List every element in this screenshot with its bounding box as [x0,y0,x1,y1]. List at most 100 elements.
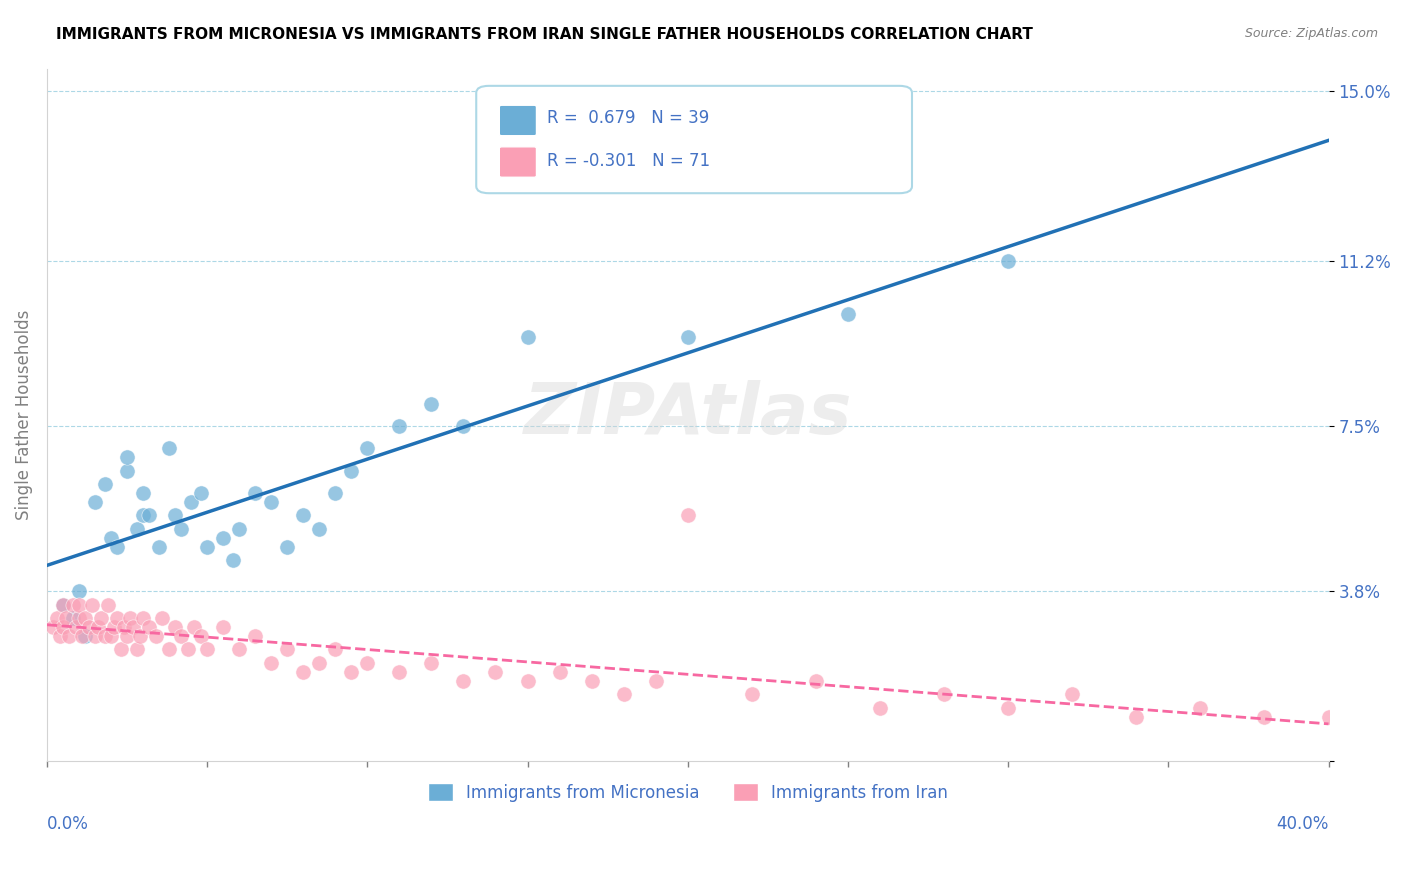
Point [308,656,330,670]
Point [112,620,135,634]
Point [42,620,65,634]
Point [997,700,1019,714]
Point [676,508,699,523]
Point [65,620,87,634]
Point [644,673,666,688]
Point [128,629,150,643]
Point [1062,687,1084,701]
Point [103,620,125,634]
Point [67,598,90,612]
Point [420,397,443,411]
Text: 40.0%: 40.0% [1277,815,1329,833]
Point [52,598,75,612]
Point [62,611,84,625]
Text: 0.0%: 0.0% [46,815,89,833]
Point [228,522,250,536]
Point [804,673,827,688]
Point [516,673,538,688]
Point [190,486,212,500]
Point [115,450,138,465]
Point [58,629,80,643]
Point [115,629,138,643]
Point [125,642,148,657]
Point [93,629,115,643]
Point [100,531,122,545]
Point [67,611,90,625]
Point [87,620,110,634]
Point [932,687,955,701]
Point [45,611,67,625]
Point [869,700,891,714]
Legend: Immigrants from Micronesia, Immigrants from Iran: Immigrants from Micronesia, Immigrants f… [420,777,955,808]
Point [157,642,180,657]
Point [292,508,315,523]
Y-axis label: Single Father Households: Single Father Households [15,310,32,520]
Point [1189,700,1212,714]
Point [276,642,298,657]
Point [997,253,1019,268]
Point [548,665,571,679]
Point [243,486,266,500]
Point [837,307,859,321]
Point [228,642,250,657]
Point [676,329,699,343]
FancyBboxPatch shape [477,86,912,194]
Point [52,620,75,634]
FancyBboxPatch shape [499,147,537,178]
Point [222,553,245,567]
Point [741,687,763,701]
Point [80,598,103,612]
Point [122,620,145,634]
Point [105,611,128,625]
Point [77,620,100,634]
Point [67,584,90,599]
Point [340,464,363,478]
Point [75,611,97,625]
Point [212,531,235,545]
Point [138,508,160,523]
Point [276,540,298,554]
Point [170,522,193,536]
Point [177,642,200,657]
Point [516,329,538,343]
Point [484,665,506,679]
Point [100,629,122,643]
Point [340,665,363,679]
Point [90,611,112,625]
Point [48,629,70,643]
Point [195,540,218,554]
Point [1317,709,1340,723]
Point [70,629,93,643]
FancyBboxPatch shape [499,105,537,136]
Point [75,629,97,643]
Point [62,598,84,612]
Point [190,629,212,643]
Point [145,629,167,643]
Point [388,665,411,679]
Point [195,642,218,657]
Point [132,486,155,500]
Point [613,687,636,701]
Point [115,464,138,478]
Point [138,620,160,634]
Point [165,620,187,634]
Point [1125,709,1147,723]
Point [356,442,378,456]
Point [323,486,346,500]
Point [170,629,193,643]
Point [157,442,180,456]
Point [453,419,475,434]
Point [148,540,170,554]
Point [84,629,107,643]
Point [292,665,315,679]
Point [52,598,75,612]
Point [105,540,128,554]
Point [260,495,283,509]
Point [323,642,346,657]
Point [183,620,205,634]
Point [1253,709,1275,723]
Text: Source: ZipAtlas.com: Source: ZipAtlas.com [1244,27,1378,40]
Point [308,522,330,536]
Text: R =  0.679   N = 39: R = 0.679 N = 39 [547,110,709,128]
Point [453,673,475,688]
